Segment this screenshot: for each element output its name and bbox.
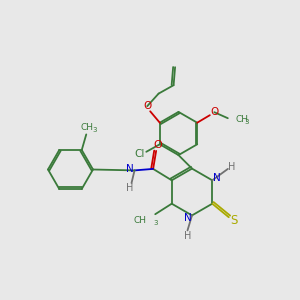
Text: O: O <box>143 101 151 111</box>
Text: CH: CH <box>134 216 147 225</box>
Text: 3: 3 <box>154 220 158 226</box>
Text: N: N <box>213 173 221 183</box>
Text: O: O <box>210 107 218 117</box>
Text: CH: CH <box>236 115 249 124</box>
Text: H: H <box>228 162 235 172</box>
Text: S: S <box>230 214 238 227</box>
Text: Cl: Cl <box>134 149 145 159</box>
Text: CH: CH <box>81 123 94 132</box>
Text: H: H <box>126 183 134 194</box>
Text: N: N <box>184 213 191 224</box>
Text: H: H <box>184 231 191 241</box>
Text: O: O <box>154 140 163 150</box>
Text: 3: 3 <box>93 127 98 133</box>
Text: 3: 3 <box>244 119 249 125</box>
Text: N: N <box>126 164 134 174</box>
